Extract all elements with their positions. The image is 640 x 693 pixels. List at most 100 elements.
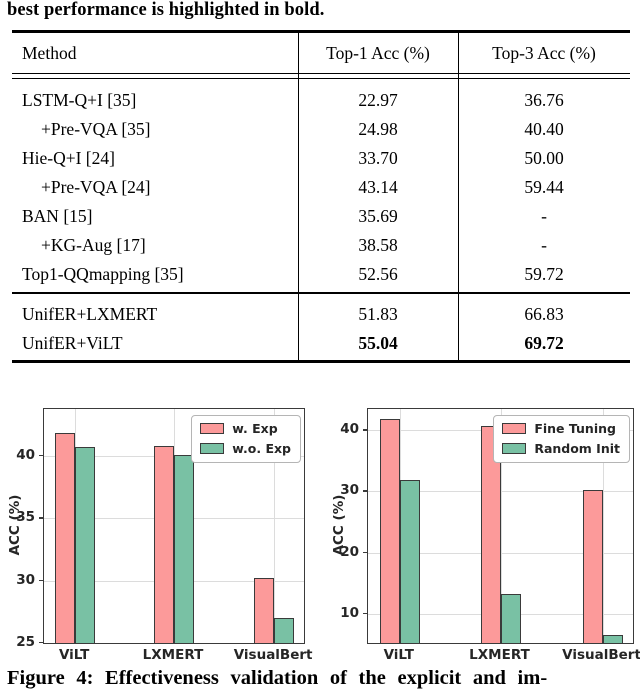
figure-caption: Figure 4: Effectiveness validation of th…	[7, 667, 548, 689]
method-cell: +Pre-VQA [35]	[41, 119, 151, 139]
bar-group	[154, 445, 194, 643]
top1-cell: 38.58	[358, 235, 398, 255]
bar	[480, 425, 501, 643]
method-cell: UnifER+LXMERT	[22, 304, 158, 324]
top1-cell: 51.83	[358, 304, 398, 324]
top3-cell: 50.00	[524, 148, 564, 168]
y-tick-label: 10	[340, 604, 359, 621]
legend-label: w. Exp	[232, 421, 278, 436]
x-tick-label: ViLT	[383, 647, 414, 663]
column-header-top1: Top-1 Acc (%)	[326, 42, 430, 63]
method-cell: LSTM-Q+I [35]	[22, 90, 137, 110]
plot-area: w. Exp w.o. Exp	[43, 408, 305, 644]
top3-cell: -	[541, 206, 547, 226]
legend-swatch	[502, 423, 527, 434]
table-body-ours: UnifER+LXMERT 51.83 66.83 UnifER+ViLT 55.04 6…	[12, 300, 630, 358]
x-tick-label: VisualBert	[233, 647, 313, 663]
y-axis-label: ACC (%)	[331, 494, 347, 556]
top3-cell: 69.72	[524, 333, 564, 353]
legend-label: Random Init	[534, 441, 620, 456]
top1-cell: 52.56	[358, 264, 398, 284]
bar	[75, 447, 96, 643]
y-tick-label: 40	[16, 446, 35, 463]
bar	[55, 433, 76, 643]
table-row: +Pre-VQA [24] 43.14 59.44	[12, 173, 630, 202]
legend: w. Exp w.o. Exp	[191, 415, 301, 463]
y-tick-label: 30	[16, 571, 35, 588]
chart-implicit-knowledge: Fine Tuning Random Init 10 20 30 40 ViLT LXMER…	[320, 398, 640, 668]
legend-swatch	[200, 443, 225, 454]
legend-swatch	[200, 423, 225, 434]
top1-cell: 22.97	[358, 90, 398, 110]
table-row: UnifER+LXMERT 51.83 66.83	[12, 300, 630, 329]
method-cell: Hie-Q+I [24]	[22, 148, 115, 168]
legend-entry: w.o. Exp	[200, 441, 291, 456]
bar	[399, 479, 420, 643]
method-cell: Top1-QQmapping [35]	[22, 264, 184, 284]
bar	[582, 490, 603, 643]
table-rule-header-a	[12, 73, 630, 75]
y-tick-label: 30	[340, 482, 359, 499]
y-tick-label: 20	[340, 543, 359, 560]
table-body-baselines: LSTM-Q+I [35] 22.97 36.76 +Pre-VQA [35] 24.9…	[12, 86, 630, 289]
bar-group	[55, 433, 96, 643]
bar	[500, 594, 521, 643]
y-tick-mark	[363, 490, 367, 492]
method-cell: +KG-Aug [17]	[41, 235, 146, 255]
bar-group	[379, 419, 420, 643]
legend-swatch	[502, 443, 527, 454]
legend-label: Fine Tuning	[534, 421, 616, 436]
top3-cell: 36.76	[524, 90, 564, 110]
bar-group	[480, 425, 521, 643]
legend-label: w.o. Exp	[232, 441, 291, 456]
y-tick-label: 40	[340, 421, 359, 438]
legend-entry: w. Exp	[200, 421, 291, 436]
top3-cell: 40.40	[524, 119, 564, 139]
x-tick-label: ViLT	[58, 647, 90, 663]
y-tick-mark	[39, 642, 43, 644]
plot-area: Fine Tuning Random Init	[367, 408, 634, 644]
top1-cell: 55.04	[358, 333, 398, 353]
top1-cell: 43.14	[358, 177, 398, 197]
bar	[379, 419, 400, 643]
legend: Fine Tuning Random Init	[493, 415, 630, 463]
top1-cell: 24.98	[358, 119, 398, 139]
table-row: UnifER+ViLT 55.04 69.72	[12, 329, 630, 358]
y-tick-mark	[39, 517, 43, 519]
column-header-method: Method	[22, 42, 77, 63]
table-rule-bottom	[12, 360, 630, 363]
method-cell: BAN [15]	[22, 206, 93, 226]
bar	[602, 635, 623, 643]
gridline-v	[274, 409, 276, 643]
table-row: BAN [15] 35.69 -	[12, 202, 630, 231]
table-row: +Pre-VQA [35] 24.98 40.40	[12, 115, 630, 144]
method-cell: +Pre-VQA [24]	[41, 177, 151, 197]
bar	[154, 445, 174, 643]
top3-cell: -	[541, 235, 547, 255]
bar-group	[254, 578, 295, 643]
y-tick-mark	[363, 551, 367, 553]
y-tick-mark	[363, 612, 367, 615]
legend-entry: Random Init	[502, 441, 620, 456]
table-row: +KG-Aug [17] 38.58 -	[12, 231, 630, 260]
bar	[274, 618, 295, 643]
table-caption: best performance is highlighted in bold.	[7, 0, 325, 20]
table-rule-mid	[12, 292, 630, 294]
y-tick-label: 25	[16, 634, 35, 650]
table-column-separator-1	[298, 32, 300, 360]
x-tick-label: LXMERT	[469, 647, 530, 663]
table-row: Top1-QQmapping [35] 52.56 59.72	[12, 260, 630, 289]
bar-group	[582, 490, 623, 643]
results-table: Method Top-1 Acc (%) Top-3 Acc (%) LSTM-…	[12, 30, 630, 364]
table-header-row: Method Top-1 Acc (%) Top-3 Acc (%)	[12, 37, 630, 69]
bar	[254, 578, 275, 643]
table-row: Hie-Q+I [24] 33.70 50.00	[12, 144, 630, 173]
bar	[174, 454, 194, 643]
legend-entry: Fine Tuning	[502, 421, 620, 436]
table-rule-top	[12, 30, 630, 33]
y-tick-mark	[39, 454, 43, 457]
x-tick-label: VisualBert	[562, 647, 640, 663]
y-axis-label: ACC (%)	[7, 494, 23, 556]
x-tick-label: LXMERT	[142, 647, 204, 663]
top3-cell: 59.44	[524, 177, 564, 197]
